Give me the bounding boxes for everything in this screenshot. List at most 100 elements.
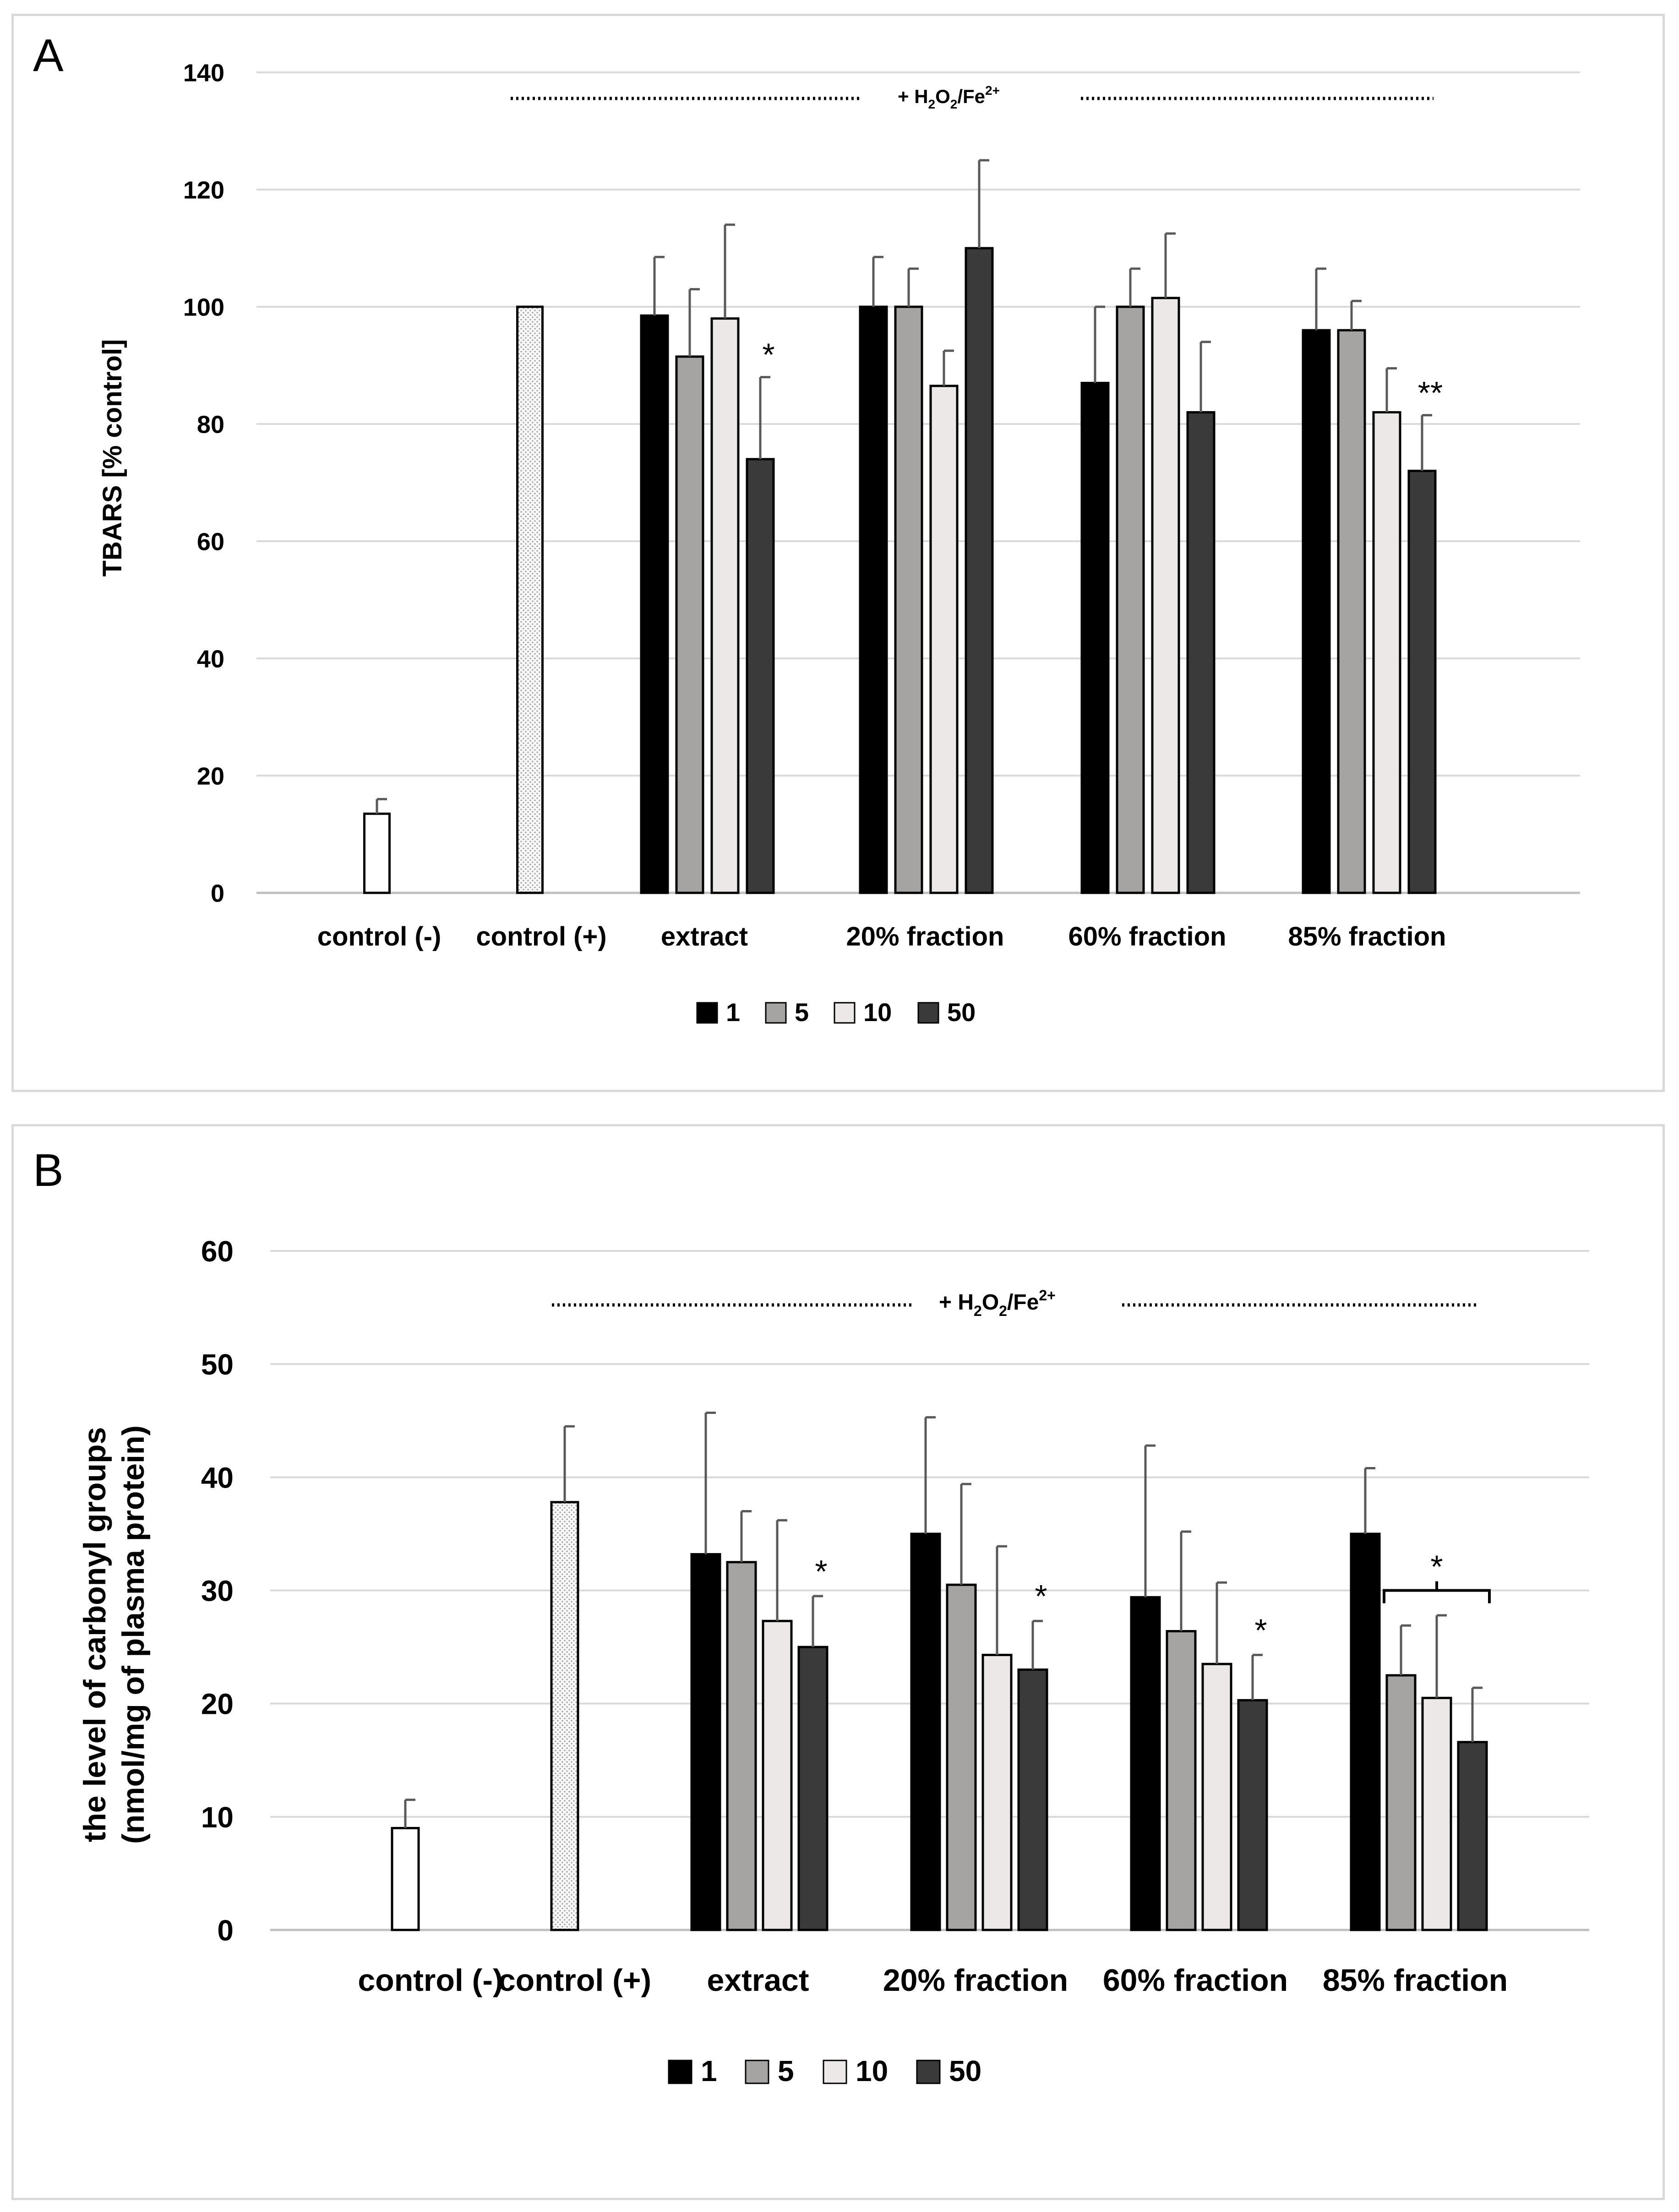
panel-b-bar-series-5	[946, 1583, 977, 1931]
panel-a-category-labels: control (-) control (+) extract 20% frac…	[317, 922, 1446, 951]
panel-a-annotations: ***	[762, 337, 1443, 411]
legend-swatch-50	[916, 2060, 941, 2084]
legend-swatch-10	[823, 2060, 847, 2084]
legend-label-10: 10	[856, 2054, 888, 2087]
panel-a-error-bars	[376, 159, 1432, 814]
panel-b-category-label: 60% fraction	[1103, 1963, 1288, 1998]
panel-a-bar-series-10	[1372, 411, 1401, 894]
panel-b-significance-star: *	[1430, 1549, 1443, 1585]
panel-a-bar-control-neg	[363, 812, 391, 894]
panel-b-bar-control-neg	[391, 1827, 420, 1931]
panel-b-bar-series-1	[910, 1533, 941, 1931]
panel-b-category-labels: control (-) control (+) extract 20% frac…	[358, 1963, 1508, 1998]
panel-a-bar-series-50	[1186, 411, 1216, 894]
legend-label-5: 5	[795, 998, 809, 1027]
panel-b-y-tick-label: 50	[201, 1348, 234, 1381]
panel-a-treatment-label: + H2O2/Fe2+	[898, 83, 1000, 111]
panel-a-category-label: control (-)	[317, 922, 442, 951]
panel-b-significance-star: *	[1254, 1612, 1267, 1648]
panel-a-category-label: control (+)	[476, 922, 606, 951]
panel-b-bar-series-5	[1385, 1674, 1417, 1931]
panel-a-y-tick-label: 0	[211, 880, 224, 907]
panel-b-category-label: control (+)	[498, 1963, 651, 1998]
panel-a-bar-series-50	[746, 458, 775, 894]
panel-a-y-axis-label: TBARS [% control]	[98, 339, 127, 577]
panel-b-bar-series-10	[1201, 1663, 1232, 1931]
legend-swatch-1	[696, 1002, 718, 1024]
panel-b-bar-series-10	[1421, 1696, 1452, 1931]
panel-a-y-tick-label: 40	[197, 645, 224, 673]
panel-a-bar-series-5	[1337, 329, 1366, 894]
panel-b-bar-series-10	[981, 1653, 1013, 1931]
panel-b-category-label: extract	[707, 1963, 809, 1998]
legend-label-1: 1	[726, 998, 740, 1027]
legend-swatch-5	[765, 1002, 787, 1024]
panel-a-bar-series-10	[710, 317, 740, 894]
panel-a-bar-series-5	[894, 305, 923, 894]
legend-label-10: 10	[863, 998, 892, 1027]
panel-a-bar-series-10	[1151, 297, 1180, 894]
panel-b-y-axis-label: the level of carbonyl groups (nmol/mg of …	[77, 1425, 151, 1844]
panel-b-significance-bracket	[1383, 1589, 1491, 1603]
legend-label-50: 50	[949, 2054, 981, 2087]
panel-a-bar-series-1	[1080, 381, 1110, 894]
panel-b-bar-series-1	[690, 1553, 721, 1931]
panel-b-category-label: 85% fraction	[1323, 1963, 1508, 1998]
panel-a-y-tick-label: 140	[183, 59, 224, 87]
panel-b-bar-series-1	[1130, 1596, 1161, 1931]
panel-b-error-bars	[404, 1411, 1483, 1828]
panel-a-y-ticks: 0 20 40 60 80 100 120 140	[183, 59, 224, 907]
panel-a-category-label: extract	[661, 922, 748, 951]
panel-a-bar-series-1	[1302, 329, 1331, 894]
panel-b-y-tick-label: 30	[201, 1575, 234, 1608]
legend-swatch-5	[745, 2060, 769, 2084]
panel-b-category-label: 20% fraction	[883, 1963, 1068, 1998]
panel-a-legend: 1 5 10 50	[696, 998, 976, 1027]
panel-a-category-label: 85% fraction	[1288, 922, 1446, 951]
legend-label-1: 1	[701, 2054, 717, 2087]
panel-b-y-tick-label: 10	[201, 1801, 234, 1834]
panel-a-category-label: 60% fraction	[1068, 922, 1227, 951]
legend-swatch-10	[834, 1002, 856, 1024]
legend-swatch-1	[668, 2060, 692, 2084]
panel-b-bar-series-50	[1017, 1669, 1048, 1931]
panel-b-y-ticks: 0 10 20 30 40 50 60	[201, 1235, 234, 1947]
panel-b-bar-series-50	[1457, 1741, 1488, 1931]
panel-a-significance-star: *	[762, 337, 774, 373]
panel-a-bar-series-10	[929, 385, 959, 894]
panel-b-annotations: * * * *	[815, 1549, 1491, 1648]
panel-b-bars	[391, 1501, 1488, 1931]
panel-a-bar-series-5	[1116, 305, 1145, 894]
panel-a-significance-star: **	[1418, 375, 1443, 411]
legend-label-50: 50	[947, 998, 976, 1027]
panel-b-category-label: control (-)	[358, 1963, 503, 1998]
panel-b-y-tick-label: 0	[217, 1914, 234, 1947]
panel-b-y-tick-label: 20	[201, 1688, 234, 1721]
panel-a-y-tick-label: 20	[197, 762, 224, 790]
panel-b-bar-series-1	[1350, 1533, 1381, 1931]
panel-a-bar-control-pos	[516, 305, 544, 894]
panel-a-y-tick-label: 100	[183, 293, 224, 321]
legend-swatch-50	[917, 1002, 939, 1024]
panel-b-significance-star: *	[1035, 1578, 1047, 1614]
panel-a-bar-series-1	[640, 314, 669, 894]
legend-label-5: 5	[778, 2054, 794, 2087]
panel-b-y-tick-label: 40	[201, 1461, 234, 1494]
panel-b-letter: B	[33, 1145, 64, 1196]
panel-a-bar-series-5	[675, 355, 704, 894]
panel-a-y-tick-label: 120	[183, 176, 224, 204]
panel-a-letter: A	[33, 30, 64, 81]
panel-a-y-tick-label: 80	[197, 411, 224, 438]
panel-b-y-tick-label: 60	[201, 1235, 234, 1268]
panel-b-significance-star: *	[815, 1554, 827, 1589]
panel-b-bar-series-50	[797, 1646, 829, 1931]
panel-b-legend: 1 5 10 50	[668, 2054, 981, 2087]
panel-a-bar-series-50	[1407, 469, 1437, 894]
panel-b-bar-series-10	[762, 1620, 793, 1931]
panel-a-bar-series-1	[859, 305, 888, 894]
panel-a-category-label: 20% fraction	[846, 922, 1004, 951]
panel-a-bars	[363, 247, 1437, 894]
panel-b-bar-control-pos	[550, 1501, 579, 1931]
panel-b-bar-series-5	[726, 1561, 757, 1931]
